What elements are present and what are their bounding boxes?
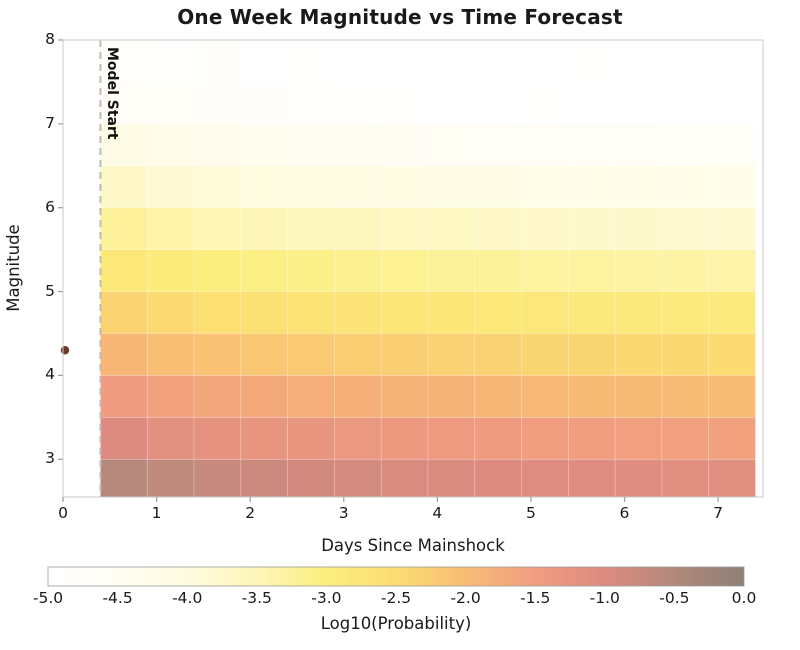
heatmap-cells <box>100 40 756 497</box>
plot-border <box>62 39 764 498</box>
chart-title: One Week Magnitude vs Time Forecast <box>177 5 623 29</box>
colorbar <box>47 566 745 587</box>
model-start-label: Model Start <box>104 47 120 140</box>
mainshock-marker <box>60 346 70 355</box>
y-axis-label: Magnitude <box>4 224 23 312</box>
x-axis-label: Days Since Mainshock <box>321 536 505 555</box>
colorbar-label: Log10(Probability) <box>320 614 472 633</box>
